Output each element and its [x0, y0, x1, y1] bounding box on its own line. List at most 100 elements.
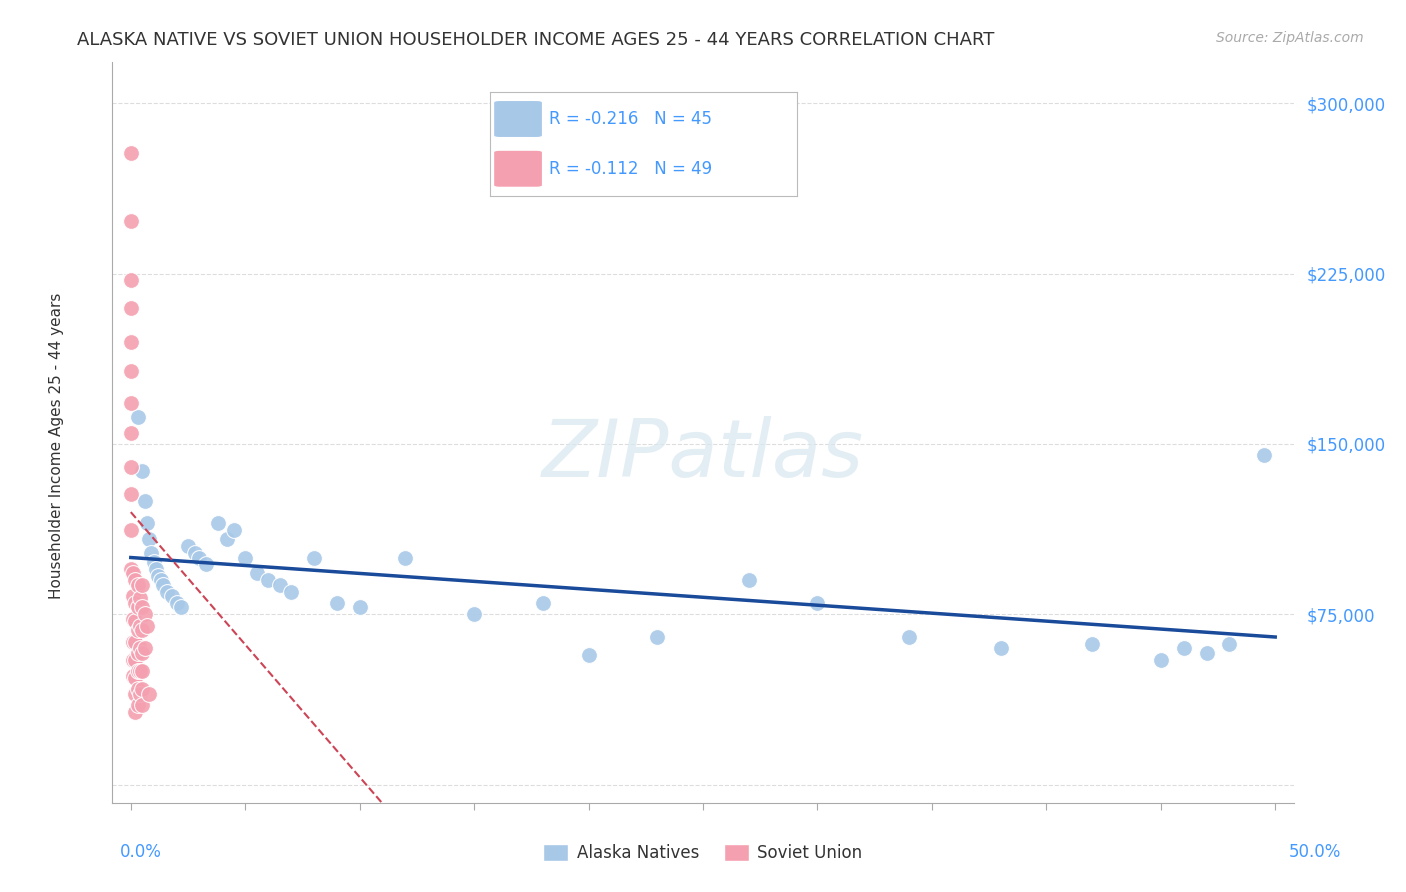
- Point: [120, 364, 142, 378]
- Point: [122, 566, 145, 581]
- Point: [122, 653, 145, 667]
- Point: [170, 600, 193, 615]
- Point: [738, 573, 761, 587]
- Point: [578, 648, 600, 663]
- Point: [131, 682, 153, 697]
- Point: [1253, 448, 1275, 462]
- Point: [131, 624, 153, 638]
- Point: [246, 566, 269, 581]
- Point: [233, 550, 256, 565]
- Point: [129, 618, 152, 632]
- Text: ALASKA NATIVE VS SOVIET UNION HOUSEHOLDER INCOME AGES 25 - 44 YEARS CORRELATION : ALASKA NATIVE VS SOVIET UNION HOUSEHOLDE…: [77, 31, 994, 49]
- Point: [166, 596, 188, 610]
- Text: 50.0%: 50.0%: [1288, 843, 1341, 861]
- Point: [127, 664, 149, 678]
- Point: [131, 464, 153, 478]
- Point: [127, 698, 149, 713]
- Point: [138, 533, 160, 547]
- Point: [127, 409, 149, 424]
- Point: [131, 698, 153, 713]
- Point: [222, 523, 245, 537]
- Point: [127, 646, 149, 660]
- Point: [990, 641, 1012, 656]
- Point: [120, 523, 142, 537]
- Point: [135, 516, 157, 531]
- Point: [120, 273, 142, 287]
- Point: [127, 624, 149, 638]
- Point: [152, 578, 174, 592]
- Text: ZIPatlas: ZIPatlas: [541, 416, 865, 494]
- Point: [145, 562, 167, 576]
- Point: [160, 589, 183, 603]
- Point: [134, 493, 156, 508]
- Point: [120, 146, 142, 161]
- Point: [120, 396, 142, 410]
- Point: [188, 550, 211, 565]
- Point: [207, 516, 229, 531]
- Point: [124, 614, 146, 628]
- Point: [142, 555, 165, 569]
- Point: [124, 705, 146, 719]
- Point: [131, 600, 153, 615]
- Point: [129, 664, 152, 678]
- Point: [120, 301, 142, 315]
- Point: [131, 664, 153, 678]
- Point: [898, 630, 921, 644]
- Text: Householder Income Ages 25 - 44 years: Householder Income Ages 25 - 44 years: [49, 293, 63, 599]
- Point: [120, 214, 142, 228]
- Point: [131, 646, 153, 660]
- Point: [1150, 653, 1173, 667]
- Point: [1173, 641, 1195, 656]
- Point: [138, 687, 160, 701]
- Point: [141, 546, 163, 560]
- Point: [129, 641, 152, 656]
- Legend: Alaska Natives, Soviet Union: Alaska Natives, Soviet Union: [537, 837, 869, 869]
- Point: [184, 546, 207, 560]
- Point: [124, 671, 146, 685]
- Point: [326, 596, 349, 610]
- Point: [124, 596, 146, 610]
- Point: [129, 591, 152, 606]
- Point: [120, 487, 142, 501]
- Point: [134, 641, 156, 656]
- Point: [124, 687, 146, 701]
- Point: [156, 584, 179, 599]
- Point: [531, 596, 554, 610]
- Point: [122, 668, 145, 682]
- Point: [394, 550, 416, 565]
- Point: [131, 578, 153, 592]
- Point: [120, 459, 142, 474]
- Point: [127, 682, 149, 697]
- Point: [1081, 637, 1104, 651]
- Point: [1195, 646, 1218, 660]
- Point: [120, 334, 142, 349]
- Point: [127, 578, 149, 592]
- Point: [122, 612, 145, 626]
- Point: [645, 630, 668, 644]
- Point: [124, 634, 146, 648]
- Point: [134, 607, 156, 622]
- Text: Source: ZipAtlas.com: Source: ZipAtlas.com: [1216, 31, 1364, 45]
- Point: [124, 573, 146, 587]
- Point: [215, 533, 238, 547]
- Point: [129, 687, 152, 701]
- Point: [806, 596, 828, 610]
- Point: [269, 578, 291, 592]
- Point: [120, 425, 142, 440]
- Point: [302, 550, 325, 565]
- Point: [349, 600, 371, 615]
- Point: [177, 539, 200, 553]
- Point: [122, 634, 145, 648]
- Point: [120, 562, 142, 576]
- Point: [124, 653, 146, 667]
- Point: [122, 589, 145, 603]
- Point: [257, 573, 280, 587]
- Point: [148, 568, 170, 582]
- Point: [463, 607, 485, 622]
- Point: [1218, 637, 1240, 651]
- Point: [149, 573, 172, 587]
- Point: [135, 618, 157, 632]
- Text: 0.0%: 0.0%: [120, 843, 162, 861]
- Point: [280, 584, 302, 599]
- Point: [195, 558, 218, 572]
